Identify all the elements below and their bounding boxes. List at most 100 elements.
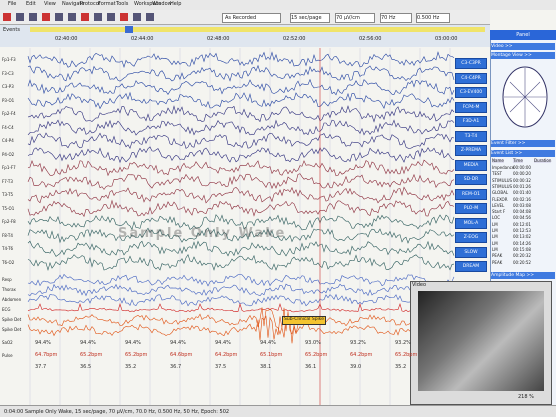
event-cell[interactable]: LEVEL [492, 204, 504, 208]
event-cell[interactable]: 00:00:20 [513, 172, 531, 176]
channel-label: C3-P3 [2, 85, 14, 89]
panel-section[interactable]: Event Filter >> [491, 140, 555, 147]
event-cell[interactable]: 00:01:26 [513, 185, 531, 189]
event-cell[interactable]: LM [492, 235, 498, 239]
event-cell[interactable]: LM [492, 229, 498, 233]
event-cell[interactable]: 00:13:02 [513, 235, 531, 239]
toolbar-icon[interactable] [94, 13, 102, 21]
event-cell[interactable]: LOC [492, 216, 500, 220]
toolbar-icon[interactable] [16, 13, 24, 21]
toolbar-icon[interactable] [133, 13, 141, 21]
menu-item[interactable]: View [44, 2, 56, 7]
timeline-cursor[interactable] [125, 26, 133, 33]
stat-value: 35.2 [125, 365, 136, 370]
speed-select[interactable]: 15 sec/page [290, 13, 330, 23]
channel-label: F7-T3 [2, 180, 13, 184]
event-cell[interactable]: Start F [492, 210, 505, 214]
montage-button[interactable]: MOL-A [455, 218, 487, 229]
montage-select[interactable]: As Recorded [222, 13, 281, 23]
spike-event-label[interactable]: Sub-Clinical Spike [282, 316, 326, 325]
event-cell[interactable]: 00:04:08 [513, 210, 531, 214]
toolbar-icon[interactable] [3, 13, 11, 21]
montage-button[interactable]: DREAM [455, 261, 487, 272]
panel-section[interactable]: Amplitude Map >> [491, 272, 555, 279]
time-label: 02:48:00 [207, 37, 229, 42]
sensitivity-select[interactable]: 70 µV/cm [335, 13, 375, 23]
montage-button[interactable]: T3-T4 [455, 131, 487, 142]
montage-button[interactable]: SD-DR [455, 174, 487, 185]
high-filter-select[interactable]: 70 Hz [380, 13, 412, 23]
event-cell[interactable]: 00:04:56 [513, 216, 531, 220]
channel-label: Fp2-F8 [2, 220, 16, 224]
event-cell[interactable]: 00:20:32 [513, 254, 531, 258]
event-cell[interactable]: 00:12:53 [513, 229, 531, 233]
event-cell[interactable]: STIMULUS [492, 179, 512, 183]
status-bar: 0:04:00 Sample Only Wake, 15 sec/page, 7… [0, 405, 556, 417]
event-cell[interactable]: LM [492, 248, 498, 252]
low-filter-select[interactable]: 0.500 Hz [416, 13, 450, 23]
event-cell[interactable]: 00:20:52 [513, 261, 531, 265]
stat-value: 94.4% [125, 341, 141, 346]
stat-value: 36.7 [170, 365, 181, 370]
toolbar-icon[interactable] [146, 13, 154, 21]
montage-button[interactable]: PLO-M [455, 203, 487, 214]
panel-section[interactable]: Montage View >> [491, 52, 555, 59]
toolbar-icon[interactable] [42, 13, 50, 21]
menu-item[interactable]: File [8, 2, 16, 7]
stat-value: 93.2% [395, 341, 411, 346]
stat-value: 36.5 [80, 365, 91, 370]
channel-label: F3-C3 [2, 72, 14, 76]
toolbar-icon[interactable] [120, 13, 128, 21]
toolbar-icon[interactable] [55, 13, 63, 21]
event-cell[interactable]: PEAK [492, 261, 502, 265]
event-cell[interactable]: FLEXOR [492, 198, 507, 202]
event-cell[interactable]: TEST [492, 172, 502, 176]
toolbar-icon[interactable] [29, 13, 37, 21]
stat-value: 94.4% [35, 341, 51, 346]
montage-button[interactable]: SLOW [455, 247, 487, 258]
montage-button[interactable]: Z-EOG [455, 232, 487, 243]
montage-button[interactable]: REM-O1 [455, 189, 487, 200]
montage-button[interactable]: FCP4-M [455, 102, 487, 113]
montage-button[interactable]: C3-EV400 [455, 87, 487, 98]
event-cell[interactable]: PEAK [492, 254, 502, 258]
event-cell[interactable]: 00:14:26 [513, 242, 531, 246]
channel-label: T5-O1 [2, 207, 14, 211]
montage-button[interactable]: C4-C4PR [455, 73, 487, 84]
stat-value: 35.2 [395, 365, 406, 370]
toolbar-icon[interactable] [68, 13, 76, 21]
event-cell[interactable]: 00:00:32 [513, 179, 531, 183]
event-cell[interactable]: LM [492, 242, 498, 246]
event-cell[interactable]: STIMULUS [492, 185, 512, 189]
menu-item[interactable]: Format [98, 2, 116, 7]
event-cell[interactable]: 00:03:08 [513, 204, 531, 208]
montage-button[interactable]: MEDIA [455, 160, 487, 171]
event-cell[interactable]: 00:12:01 [513, 223, 531, 227]
channel-label: Abdomen [2, 298, 21, 302]
event-cell[interactable]: Impedance [492, 166, 514, 170]
montage-button[interactable]: F3D-A1 [455, 116, 487, 127]
menu-item[interactable]: Window [152, 2, 172, 7]
channel-label: Fp1-F3 [2, 58, 16, 62]
event-bar [30, 27, 485, 32]
event-cell[interactable]: 00:00:00 [513, 166, 531, 170]
menu-item[interactable]: Tools [116, 2, 128, 7]
channel-label: P4-O2 [2, 153, 14, 157]
menu-item[interactable]: Help [170, 2, 181, 7]
toolbar-icon[interactable] [107, 13, 115, 21]
montage-button[interactable]: C3-C3PR [455, 58, 487, 69]
event-cell[interactable]: 00:01:40 [513, 191, 531, 195]
panel-section[interactable]: Video >> [491, 43, 555, 50]
montage-button[interactable]: Z-PREMA [455, 145, 487, 156]
event-cell[interactable]: 00:02:16 [513, 198, 531, 202]
channel-label: Resp [2, 278, 12, 282]
menu-item[interactable]: Edit [26, 2, 36, 7]
watermark: Sample Only Wake [118, 227, 286, 240]
event-cell[interactable]: LM [492, 223, 498, 227]
event-cell[interactable]: 00:15:08 [513, 248, 531, 252]
toolbar-icon[interactable] [81, 13, 89, 21]
stat-value: 65.1bpm [260, 353, 282, 358]
time-label: 02:44:00 [131, 37, 153, 42]
event-cell[interactable]: GLOBAL [492, 191, 508, 195]
panel-section[interactable]: Event List >> [491, 150, 555, 157]
